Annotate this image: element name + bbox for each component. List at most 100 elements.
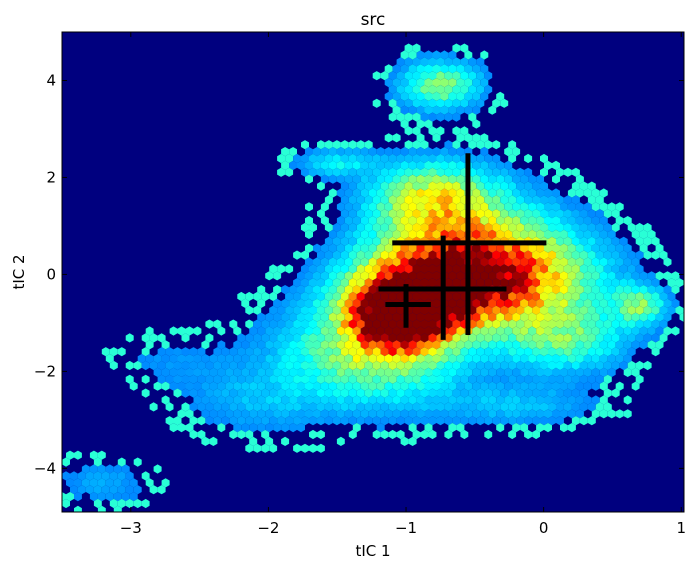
hexbin-cell	[77, 471, 86, 481]
hexbin-cell	[328, 160, 337, 170]
hexbin-cell	[376, 423, 385, 433]
hexbin-cell	[480, 340, 489, 350]
hexbin-cell	[66, 450, 74, 460]
hexbin-cell	[444, 250, 453, 260]
hexbin-cell	[396, 181, 405, 191]
hexbin-cell	[348, 402, 357, 412]
hexbin-cell	[544, 423, 552, 433]
hexbin-cell	[520, 395, 529, 405]
hexbin-cell	[261, 291, 270, 302]
hexbin-cell	[145, 478, 154, 488]
hexbin-cell	[560, 381, 568, 391]
hexbin-cell	[643, 250, 652, 260]
hexbin-cell	[528, 243, 537, 253]
hexbin-cell	[456, 326, 465, 336]
hexbin-cell	[428, 319, 437, 329]
hexbin-cell	[141, 347, 150, 357]
hexbin-cell	[432, 216, 441, 226]
hexbin-cell	[448, 91, 457, 101]
hexbin-cell	[492, 153, 501, 164]
hexbin-cell	[440, 188, 449, 198]
crosshair-layer	[378, 153, 547, 340]
hexbin-cell	[289, 312, 297, 322]
hexbin-cell	[356, 278, 365, 288]
hexbin-cell	[484, 333, 493, 343]
hexbin-cell	[452, 57, 461, 67]
hexbin-cell	[440, 354, 449, 364]
hexbin-cell	[456, 78, 465, 88]
hexbin-cell	[560, 326, 568, 336]
hexbin-cell	[579, 291, 588, 302]
hexbin-cell	[436, 167, 445, 177]
hexbin-cell	[336, 436, 345, 446]
hexbin-cell	[432, 202, 441, 212]
hexbin-cell	[571, 222, 580, 233]
hexbin-cell	[556, 347, 564, 357]
hexbin-cell	[185, 409, 194, 419]
hexbin-cell	[177, 354, 186, 364]
hexbin-cell	[575, 243, 584, 253]
hexbin-cell	[436, 209, 445, 219]
hexbin-cell	[548, 360, 556, 371]
hexbin-cell	[344, 243, 353, 253]
hexbin-cell	[340, 181, 349, 191]
hexbin-cell	[185, 354, 194, 364]
hexbin-cell	[579, 374, 588, 384]
hexbin-cell	[265, 354, 274, 364]
hexbin-cell	[560, 423, 568, 433]
hexbin-cell	[563, 236, 572, 246]
hexbin-cell	[380, 167, 389, 177]
hexbin-cell	[480, 312, 489, 322]
hexbin-cell	[571, 167, 580, 177]
hexbin-cell	[161, 478, 170, 488]
hexbin-cell	[356, 153, 365, 164]
hexbin-cell	[544, 285, 552, 295]
hexbin-cell	[213, 402, 222, 412]
hexbin-cell	[496, 243, 505, 253]
hexbin-cell	[444, 209, 453, 219]
hexbin-cell	[193, 326, 202, 336]
hexbin-cell	[520, 312, 529, 322]
hexbin-cell	[468, 57, 477, 67]
hexbin-cell	[480, 229, 489, 239]
hexbin-cell	[253, 333, 262, 343]
hexbin-cell	[404, 360, 413, 371]
hexbin-cell	[305, 326, 313, 336]
hexbin-cell	[157, 485, 166, 495]
hexbin-cell	[273, 285, 282, 295]
hexbin-cell	[595, 250, 604, 260]
hexbin-cell	[121, 492, 130, 502]
hexbin-cell	[368, 202, 377, 212]
hexbin-cell	[261, 443, 270, 453]
hexbin-cell	[643, 360, 652, 371]
hexbin-cell	[245, 360, 254, 371]
hexbin-cell	[591, 216, 600, 226]
hexbin-cell	[404, 126, 413, 136]
hexbin-cell	[400, 91, 409, 101]
hexbin-cell	[556, 236, 564, 246]
hexbin-cell	[340, 167, 349, 177]
hexbin-cell	[492, 388, 501, 398]
hexbin-cell	[412, 167, 421, 177]
x-tick-label: −2	[257, 519, 279, 537]
hexbin-cell	[408, 147, 417, 157]
hexbin-cell	[508, 140, 517, 150]
hexbin-cell	[261, 333, 270, 343]
hexbin-cell	[583, 243, 592, 253]
hexbin-cell	[603, 305, 612, 315]
hexbin-cell	[476, 319, 485, 329]
hexbin-cell	[105, 478, 114, 488]
hexbin-cell	[352, 257, 361, 267]
hexbin-cell	[484, 319, 493, 329]
hexbin-cell	[384, 409, 393, 419]
hexbin-cell	[496, 340, 505, 350]
hexbin-cell	[516, 167, 525, 177]
hexbin-cell	[560, 216, 568, 226]
hexbin-cell	[205, 360, 214, 371]
hexbin-cell	[336, 367, 345, 377]
hexbin-cell	[432, 271, 441, 281]
hexbin-cell	[615, 243, 624, 253]
hexbin-cell	[101, 471, 110, 481]
hexbin-cell	[113, 478, 122, 488]
hexbin-cell	[336, 174, 345, 184]
